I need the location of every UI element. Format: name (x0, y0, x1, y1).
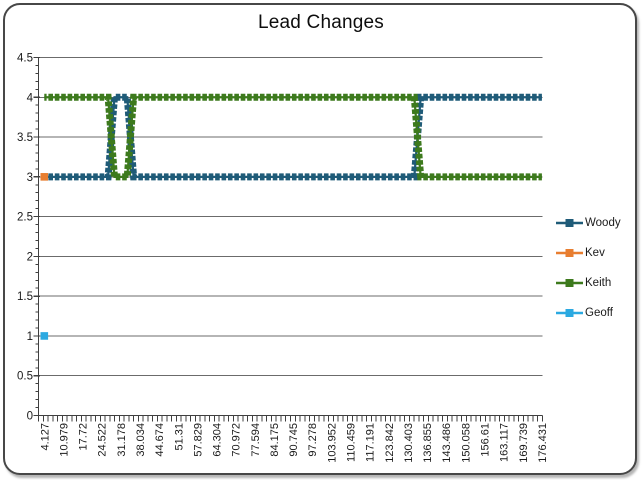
legend-marker-icon (556, 279, 583, 287)
y-axis-tick-label: 2 (27, 251, 33, 263)
x-axis-tick-label: 77.594 (250, 423, 262, 457)
legend-item-geoff: Geoff (556, 298, 621, 328)
x-axis-tick-label: 64.304 (212, 423, 224, 457)
y-axis-tick-label: 0 (27, 411, 33, 423)
x-axis-tick-label: 70.972 (231, 423, 243, 457)
x-axis-tick-label: 44.674 (154, 423, 166, 457)
legend-item-woody: Woody (556, 208, 621, 238)
x-axis-tick-label: 150.058 (460, 423, 472, 463)
legend: Woody Kev Keith Geoff (556, 208, 621, 328)
legend-marker-icon (556, 309, 583, 317)
x-axis-tick-label: 130.403 (403, 423, 415, 463)
y-axis-tick-label: 0.5 (17, 371, 33, 383)
legend-label: Geoff (585, 307, 613, 319)
y-axis-tick-label: 2.5 (17, 212, 33, 224)
y-axis-tick-label: 4 (27, 92, 34, 104)
x-axis-tick-label: 38.034 (135, 423, 147, 457)
legend-label: Keith (585, 277, 612, 289)
x-axis-tick-label: 143.486 (441, 423, 453, 463)
x-axis-tick-label: 90.745 (288, 423, 300, 457)
legend-marker-icon (556, 249, 583, 257)
x-axis-tick-label: 176.431 (537, 423, 549, 463)
x-axis-tick-label: 163.117 (499, 423, 511, 462)
x-axis-tick-label: 156.61 (479, 423, 491, 457)
legend-item-keith: Keith (556, 268, 621, 298)
y-axis-tick-label: 3.5 (17, 132, 33, 144)
legend-label: Kev (585, 247, 605, 259)
x-axis-tick-label: 17.72 (78, 423, 90, 451)
legend-label: Woody (585, 217, 621, 229)
series-marker-kev (40, 173, 49, 181)
x-axis-tick-label: 103.952 (326, 423, 338, 463)
x-axis-tick-label: 110.459 (346, 423, 358, 462)
y-axis-tick-label: 1 (27, 331, 33, 343)
x-axis-tick-label: 123.842 (384, 423, 396, 463)
series-markers-keith (44, 93, 542, 181)
chart-title: Lead Changes (257, 12, 384, 33)
x-axis-tick-label: 51.31 (173, 423, 185, 451)
chart-frame (3, 3, 637, 475)
x-axis-tick-label: 97.278 (307, 423, 319, 457)
x-axis-tick-label: 57.829 (192, 423, 204, 457)
x-axis-tick-label: 4.127 (39, 423, 51, 451)
x-axis-tick-label: 24.522 (97, 423, 109, 457)
x-axis-tick-label: 10.979 (58, 423, 70, 457)
x-axis-tick-label: 117.191 (365, 423, 377, 462)
y-axis-tick-label: 4.5 (17, 53, 33, 65)
x-axis-tick-label: 31.178 (116, 423, 128, 457)
x-axis-tick-label: 169.739 (518, 423, 530, 463)
legend-marker-icon (556, 219, 583, 227)
legend-item-kev: Kev (556, 238, 621, 268)
x-axis-tick-label: 84.175 (269, 423, 281, 457)
y-axis-tick-label: 1.5 (17, 291, 33, 303)
x-axis-tick-label: 136.855 (422, 423, 434, 463)
series-marker-geoff (40, 332, 49, 340)
y-axis-tick-label: 3 (27, 172, 33, 184)
